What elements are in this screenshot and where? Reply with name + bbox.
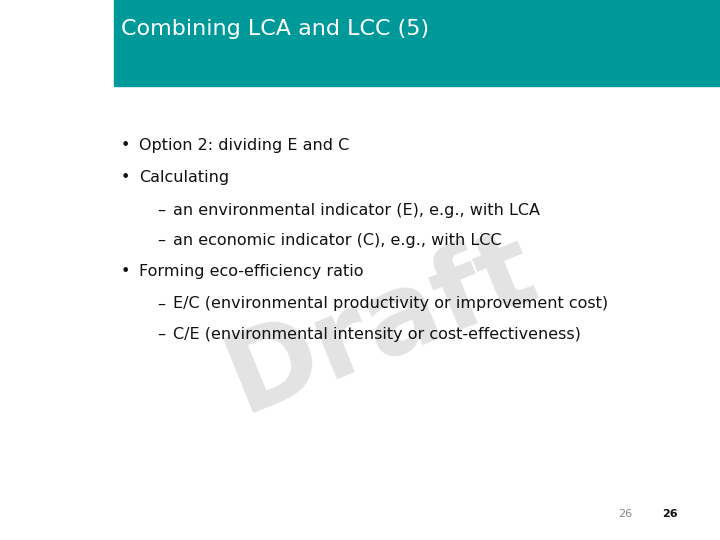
Text: an economic indicator (C), e.g., with LCC: an economic indicator (C), e.g., with LC… — [173, 233, 501, 248]
Text: Forming eco-efficiency ratio: Forming eco-efficiency ratio — [139, 264, 364, 279]
Text: C/E (environmental intensity or cost-effectiveness): C/E (environmental intensity or cost-eff… — [173, 327, 580, 342]
Text: –: – — [157, 327, 165, 342]
Text: •: • — [121, 170, 130, 185]
Text: 26: 26 — [618, 509, 632, 519]
Text: Combining LCA and LCC (5): Combining LCA and LCC (5) — [121, 19, 429, 39]
Text: –: – — [157, 296, 165, 312]
Text: Option 2: dividing E and C: Option 2: dividing E and C — [139, 138, 349, 153]
Text: –: – — [157, 233, 165, 248]
Text: Draft: Draft — [212, 214, 552, 434]
Text: •: • — [121, 138, 130, 153]
Text: E/C (environmental productivity or improvement cost): E/C (environmental productivity or impro… — [173, 296, 608, 312]
Text: an environmental indicator (E), e.g., with LCA: an environmental indicator (E), e.g., wi… — [173, 202, 540, 218]
Text: 26: 26 — [662, 509, 678, 519]
Text: Calculating: Calculating — [139, 170, 229, 185]
Text: •: • — [121, 264, 130, 279]
Text: –: – — [157, 202, 165, 218]
